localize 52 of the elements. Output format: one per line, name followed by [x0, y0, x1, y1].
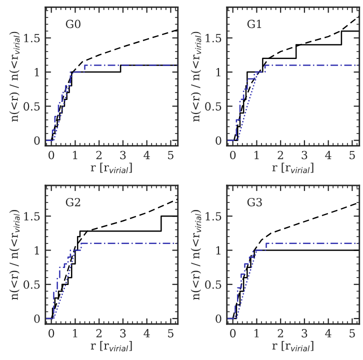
y-axis-title: n(<r) / n(<r$_{virial}$) — [9, 210, 20, 300]
y-tick-label: 1.5 — [206, 212, 222, 221]
x-tick-label: 2 — [278, 150, 284, 160]
y-tick-label: 1.5 — [24, 34, 40, 42]
x-tick-label: 0 — [230, 329, 236, 338]
y-tick-label: 0 — [34, 136, 40, 145]
text: G2 — [66, 198, 80, 206]
text: G0 — [66, 20, 80, 28]
x-tick-label: 3 — [120, 329, 126, 338]
y-tick-label: 0.5 — [205, 102, 222, 111]
x-tick-label: 1 — [73, 150, 78, 160]
x-tick-label: 0 — [48, 329, 54, 338]
y-axis-title: n(<r) / n(<r$_{virial}$) — [190, 210, 202, 300]
x-tick-label: 1 — [73, 329, 78, 338]
y-tick-label: 1 — [34, 68, 39, 76]
x-axis-title: r [r$_{virial}$] — [90, 162, 132, 174]
y-axis-title: n(<r) / n(<r$_{virial}$) — [9, 32, 20, 122]
x-tick-label: 1 — [254, 329, 259, 338]
x-tick-label: 0 — [48, 150, 54, 160]
y-tick-label: 1 — [216, 68, 220, 76]
y-tick-label: 0 — [216, 314, 222, 323]
text: G1 — [247, 20, 262, 28]
x-tick-label: 2 — [278, 329, 284, 338]
y-tick-label: 0.5 — [24, 102, 40, 111]
x-tick-label: 3 — [302, 329, 308, 338]
x-axis-title: r [r$_{virial}$] — [90, 341, 132, 352]
x-tick-label: 5 — [350, 151, 355, 160]
x-tick-label: 3 — [120, 150, 126, 160]
x-tick-label: 2 — [96, 329, 102, 338]
y-tick-label: 1 — [216, 246, 220, 254]
x-tick-label: 1 — [254, 150, 259, 160]
x-tick-label: 5 — [168, 329, 174, 338]
y-tick-label: 1.5 — [24, 212, 40, 221]
y-tick-label: 1 — [34, 246, 39, 254]
x-tick-label: 0 — [230, 150, 236, 160]
text: G3 — [247, 198, 262, 206]
x-axis-title: r [r$_{virial}$] — [272, 341, 314, 352]
x-axis-title: r [r$_{virial}$] — [272, 162, 314, 174]
y-tick-label: 1.5 — [206, 34, 222, 42]
y-tick-label: 0 — [34, 314, 40, 323]
y-axis-title: n(<r) / n(<r$_{virial}$) — [190, 32, 202, 122]
x-tick-label: 5 — [350, 329, 355, 338]
x-tick-label: 4 — [144, 150, 150, 160]
x-tick-label: 3 — [302, 150, 308, 160]
y-tick-label: 0 — [216, 136, 222, 145]
y-tick-label: 0.5 — [24, 280, 40, 289]
y-tick-label: 0.5 — [205, 280, 222, 289]
x-tick-label: 4 — [325, 329, 332, 338]
x-tick-label: 5 — [168, 151, 174, 160]
x-tick-label: 4 — [325, 150, 332, 160]
x-tick-label: 4 — [144, 329, 150, 338]
x-tick-label: 2 — [96, 150, 102, 160]
